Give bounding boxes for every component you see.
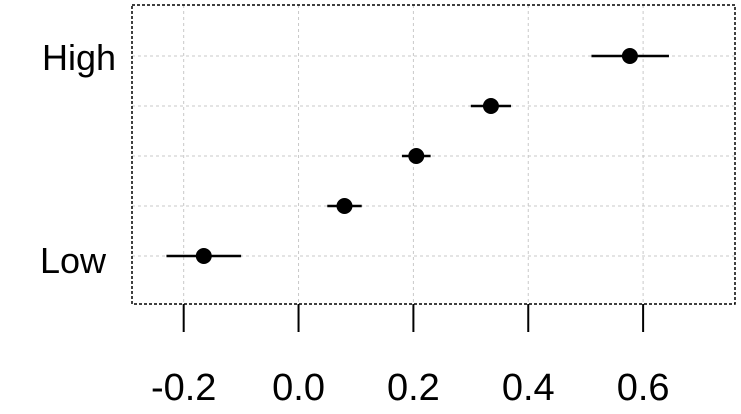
x-tick-label: 0.0 [272,367,325,409]
point-markers [195,48,638,264]
x-tick-label: 0.2 [387,367,440,409]
x-axis: -0.2 0.0 0.2 0.4 0.6 [151,304,670,409]
point-marker [621,48,638,64]
plot-frame [131,4,736,305]
x-tick-label: 0.6 [617,367,670,409]
x-tick-label: 0.4 [502,367,555,409]
y-label-low: Low [40,240,107,281]
point-marker [482,98,499,114]
point-marker [408,148,425,164]
point-marker [336,198,353,214]
x-tick-label: -0.2 [151,367,216,409]
point-marker [195,248,212,264]
grid-lines [132,5,735,304]
y-label-high: High [42,37,116,78]
